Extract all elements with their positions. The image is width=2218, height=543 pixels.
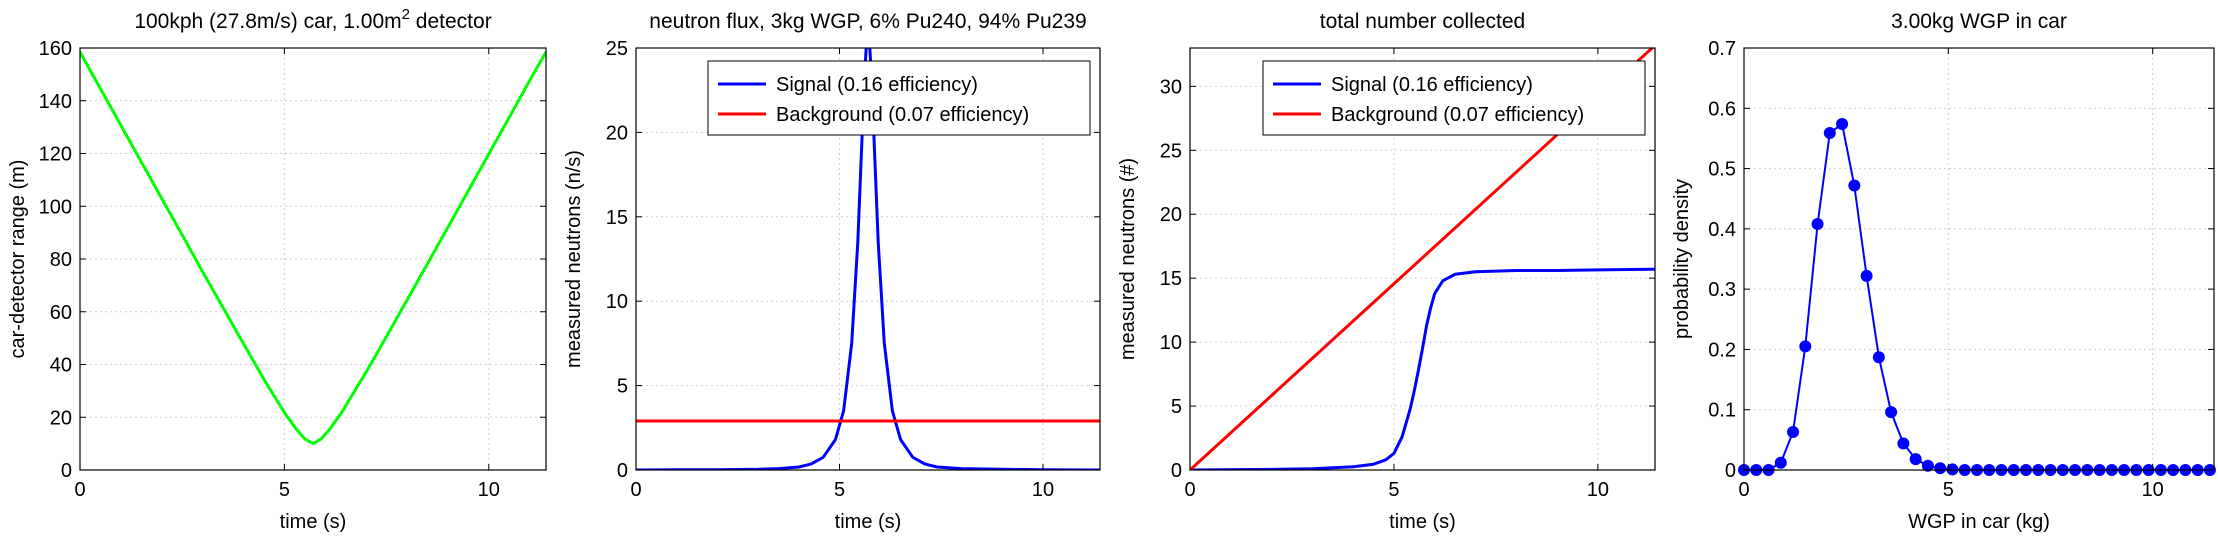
x-axis-label: time (s)	[835, 511, 902, 533]
axes-box	[1189, 47, 1656, 471]
subplot-3: 0 5 10 0 5 10 15 20 25 30 total number collected ti…	[1117, 10, 1656, 533]
x-axis-label: time (s)	[280, 511, 347, 533]
y-tick-label: 15	[1160, 268, 1182, 290]
x-axis-label: time (s)	[1389, 511, 1456, 533]
chart-title: neutron flux, 3kg WGP, 6% Pu240, 94% Pu2…	[649, 10, 1086, 33]
y-tick-label: 100	[39, 196, 72, 218]
x-tick-label: 5	[279, 479, 290, 501]
subplot-2: 0 5 10 0 5 10 15 20 25 neutron flux, 3kg WGP, 6% …	[563, 10, 1101, 533]
x-tick-label: 5	[834, 479, 845, 501]
legend: Signal (0.16 efficiency) Background (0.07…	[707, 60, 1091, 136]
y-tick-label: 30	[1160, 76, 1182, 98]
y-tick-label: 60	[50, 302, 72, 324]
series-line-1	[1744, 123, 2210, 470]
data-point	[1848, 179, 1861, 192]
data-point	[1897, 437, 1910, 450]
y-tick-label: 0	[1171, 460, 1182, 482]
data-point	[1811, 218, 1824, 231]
x-tick-label: 0	[1738, 479, 1749, 501]
data-point	[1885, 406, 1898, 419]
legend-entry: Signal (0.16 efficiency)	[776, 74, 978, 96]
title-suffix: detector	[410, 10, 492, 33]
plot-area	[1744, 48, 2214, 470]
y-tick-label: 40	[50, 355, 72, 377]
y-tick-label: 0.5	[1708, 159, 1736, 181]
chart-title: 100kph (27.8m/s) car, 1.00m2 detector	[134, 6, 491, 33]
y-tick-label: 160	[39, 38, 72, 60]
chart-title: 3.00kg WGP in car	[1891, 10, 2067, 33]
data-point	[1787, 426, 1800, 439]
x-tick-label: 5	[1943, 479, 1954, 501]
y-tick-label: 5	[1171, 396, 1182, 418]
y-tick-label: 20	[606, 122, 628, 144]
series-line-1	[636, 48, 1100, 470]
y-tick-label: 140	[39, 91, 72, 113]
y-tick-label: 25	[1160, 140, 1182, 162]
chart-title: total number collected	[1320, 10, 1525, 33]
axes-box	[1743, 47, 2215, 471]
x-tick-label: 0	[74, 479, 85, 501]
series-line-1	[80, 51, 546, 446]
y-tick-label: 10	[1160, 332, 1182, 354]
y-tick-label: 0	[1725, 460, 1736, 482]
legend: Signal (0.16 efficiency) Background (0.07…	[1262, 60, 1646, 136]
y-tick-label: 0.2	[1708, 339, 1736, 361]
y-tick-label: 0	[617, 460, 628, 482]
data-point	[1921, 459, 1934, 472]
y-axis-label: measured neutrons (#)	[1117, 158, 1139, 360]
data-point	[1909, 453, 1922, 466]
y-axis-label: probability density	[1671, 179, 1693, 339]
y-tick-label: 80	[50, 249, 72, 271]
subplot-4: 0 5 10 0 0.1 0.2 0.3 0.4 0.5 0.6 0.7 3.00kg WGP in …	[1671, 10, 2216, 533]
data-point	[1860, 269, 1873, 282]
y-tick-label: 0.6	[1708, 98, 1736, 120]
y-tick-label: 25	[606, 38, 628, 60]
y-tick-label: 5	[617, 376, 628, 398]
data-point	[1799, 340, 1812, 353]
x-tick-label: 5	[1388, 479, 1399, 501]
data-point	[1946, 463, 1959, 476]
x-tick-label: 10	[1587, 479, 1609, 501]
axes-box	[635, 47, 1101, 471]
x-tick-label: 0	[1184, 479, 1195, 501]
y-tick-label: 0.3	[1708, 279, 1736, 301]
data-point	[1774, 456, 1787, 469]
y-tick-label: 0	[61, 460, 72, 482]
y-tick-label: 10	[606, 291, 628, 313]
y-tick-label: 0.1	[1708, 400, 1736, 422]
title-superscript: 2	[402, 6, 410, 23]
y-tick-label: 120	[39, 144, 72, 166]
data-point	[1934, 462, 1947, 475]
y-axis-label: car-detector range (m)	[7, 160, 29, 359]
series-line-1	[1190, 267, 1655, 470]
x-axis-label: WGP in car (kg)	[1908, 511, 2050, 533]
x-tick-label: 0	[630, 479, 641, 501]
y-tick-label: 20	[1160, 204, 1182, 226]
y-tick-label: 20	[50, 407, 72, 429]
y-tick-label: 15	[606, 207, 628, 229]
y-tick-label: 0.7	[1708, 38, 1736, 60]
legend-box	[707, 60, 1091, 136]
data-point	[1836, 117, 1849, 130]
legend-entry: Signal (0.16 efficiency)	[1331, 74, 1533, 96]
y-axis-label: measured neutrons (n/s)	[563, 150, 585, 368]
plot-area	[80, 48, 546, 470]
x-tick-label: 10	[1032, 479, 1054, 501]
legend-entry: Background (0.07 efficiency)	[1331, 104, 1584, 126]
data-point	[1823, 127, 1836, 140]
x-tick-label: 10	[2142, 479, 2164, 501]
legend-entry: Background (0.07 efficiency)	[776, 104, 1029, 126]
data-point	[1872, 351, 1885, 364]
legend-box	[1262, 60, 1646, 136]
y-tick-label: 0.4	[1708, 219, 1736, 241]
x-tick-label: 10	[478, 479, 500, 501]
